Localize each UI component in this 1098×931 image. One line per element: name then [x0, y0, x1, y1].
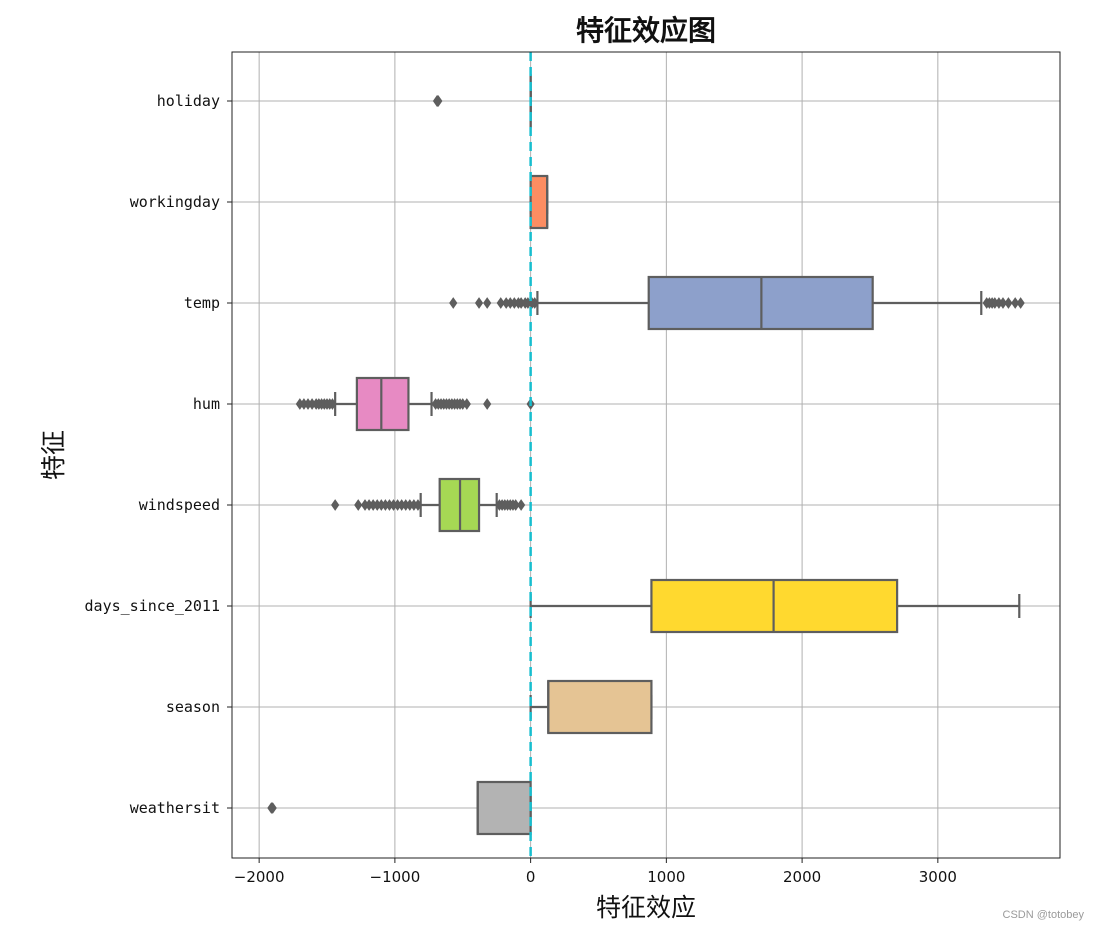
- outlier-point: [483, 297, 492, 309]
- x-tick-label: −1000: [370, 868, 421, 886]
- outlier-point: [530, 297, 539, 309]
- box-workingday: [529, 174, 549, 230]
- outlier-point: [413, 499, 423, 511]
- outlier-point: [328, 398, 337, 410]
- box-season: [529, 679, 653, 735]
- outlier-point: [998, 297, 1008, 309]
- x-axis-ticks: −2000 −1000 0 1000 2000 3000: [234, 858, 957, 886]
- box-iqr: [355, 376, 410, 432]
- x-tick-label: 1000: [647, 868, 685, 886]
- y-tick-label-season: season: [166, 698, 220, 716]
- outlier-point: [1011, 297, 1020, 309]
- outlier-point: [449, 297, 458, 309]
- x-tick-label: 3000: [919, 868, 957, 886]
- outlier-point: [511, 499, 520, 511]
- box-iqr: [476, 780, 532, 836]
- outlier-point: [496, 297, 505, 309]
- x-tick-label: 0: [526, 868, 536, 886]
- x-tick-label: 2000: [783, 868, 821, 886]
- chart-title: 特征效应图: [576, 14, 716, 47]
- x-tick-label: −2000: [234, 868, 285, 886]
- box-iqr: [547, 679, 653, 735]
- outlier-point: [462, 398, 471, 410]
- outlier-point: [354, 499, 363, 511]
- watermark: CSDN @totobey: [1002, 909, 1084, 921]
- outlier-point: [434, 95, 443, 107]
- box-weathersit: [267, 780, 532, 836]
- y-tick-label-weathersit: weathersit: [130, 799, 220, 817]
- y-tick-label-hum: hum: [193, 395, 220, 413]
- y-tick-label-holiday: holiday: [157, 92, 220, 110]
- x-axis-label: 特征效应: [596, 893, 696, 922]
- boxes-group: [267, 73, 1025, 836]
- outlier-point: [1004, 297, 1013, 309]
- box-days-since-2011: [529, 578, 1021, 634]
- y-tick-label-days-since-2011: days_since_2011: [85, 597, 220, 615]
- box-temp: [449, 275, 1025, 331]
- y-axis-ticks: holiday workingday temp hum windspeed days_si…: [85, 92, 232, 817]
- y-axis-label: 特征: [39, 430, 68, 480]
- plot-area-frame: [231, 51, 1061, 859]
- y-tick-label-windspeed: windspeed: [139, 496, 220, 514]
- box-windspeed: [331, 477, 526, 533]
- outlier-point: [517, 499, 526, 511]
- y-tick-label-workingday: workingday: [130, 193, 220, 211]
- y-tick-label-temp: temp: [184, 294, 220, 312]
- outlier-point: [331, 499, 340, 511]
- outlier-point: [483, 398, 492, 410]
- outlier-point: [474, 297, 484, 309]
- grid-lines: [232, 52, 1060, 858]
- outlier-point: [1016, 297, 1025, 309]
- box-iqr: [529, 174, 549, 230]
- outlier-point: [268, 802, 277, 814]
